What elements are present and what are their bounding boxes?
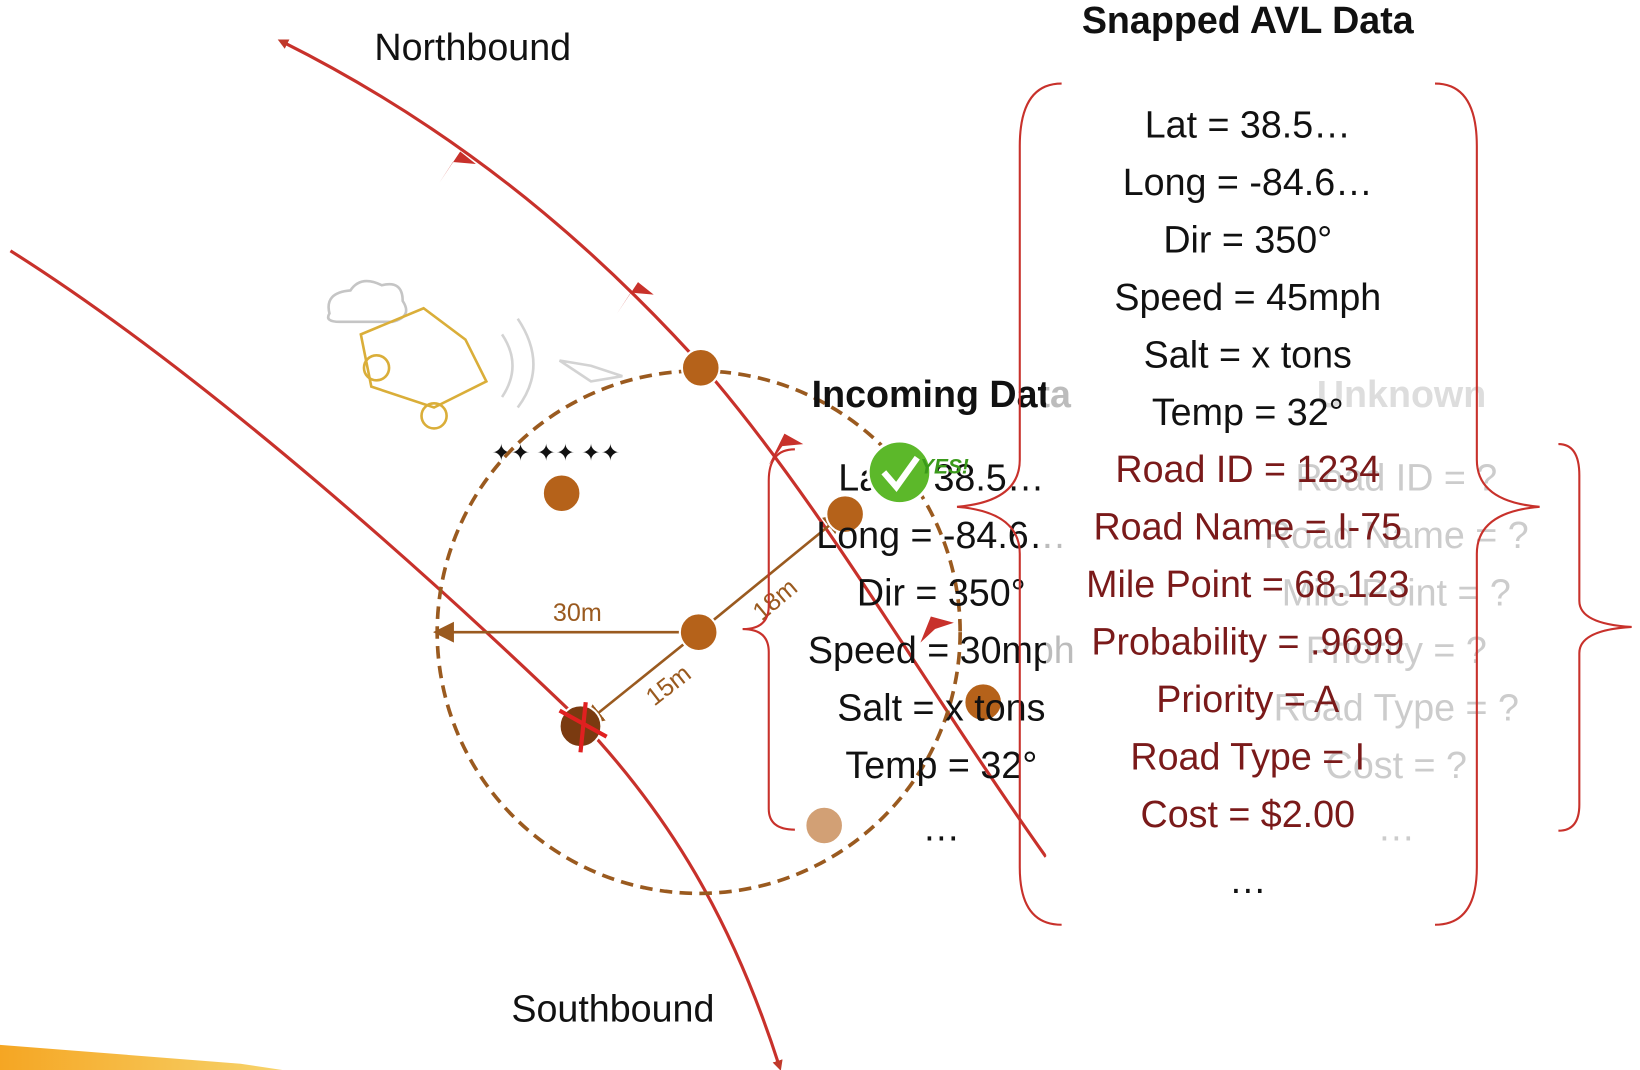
derived-line: Priority = A [1156, 678, 1340, 720]
direction-chevrons [439, 151, 954, 643]
data-line: … [1377, 807, 1415, 849]
data-line: Long = -84.6… [816, 514, 1066, 556]
data-line: Road Type = ? [1274, 686, 1519, 728]
distance-label: 18m [747, 573, 802, 626]
data-line: Long = -84.6… [1123, 161, 1373, 203]
unknown-data: Unknown Road ID = ? Road Name = ? Mile Poi… [1264, 373, 1529, 849]
incoming-data: Incoming Data Lat = 38.5…Long = -84.6…Di… [808, 373, 1075, 849]
rejected-mark [558, 701, 608, 753]
derived-line: Road Name = I-75 [1093, 506, 1402, 548]
data-line: Salt = x tons [837, 686, 1045, 728]
brace [1558, 443, 1632, 832]
derived-line: Mile Point = 68.123 [1086, 563, 1409, 605]
data-line: Dir = 350° [857, 572, 1026, 614]
snowplow-icon [326, 279, 623, 430]
data-line: Temp = 32° [1152, 391, 1344, 433]
data-line: Temp = 32° [845, 744, 1037, 786]
road-label: Southbound [511, 987, 714, 1029]
data-line: Priority = ? [1306, 629, 1487, 671]
data-line: Road Name = ? [1264, 514, 1529, 556]
fade-overlay [1045, 355, 1538, 878]
data-line: Speed = 45mph [1114, 276, 1381, 318]
southbound-road [9, 249, 783, 1070]
panel-title: Snapped AVL Data [1082, 0, 1415, 41]
data-line: Road ID = ? [1295, 457, 1497, 499]
badge-label: YES! [920, 456, 969, 479]
data-line: Speed = 30mph [808, 629, 1075, 671]
distance-label: 15m [641, 659, 697, 711]
salt-spray: ✦✦ ✦✦ ✦✦ [492, 440, 620, 466]
distance-label: 30m [553, 599, 602, 627]
data-line: … [923, 807, 961, 849]
brace [742, 448, 795, 831]
northbound-road [277, 39, 1048, 858]
panel-title: Incoming Data [812, 373, 1072, 415]
snapped-braces [956, 82, 1540, 926]
derived-line: Road Type = I [1130, 736, 1365, 778]
data-line: Mile Point = ? [1282, 572, 1511, 614]
panel-title: Unknown [1317, 373, 1486, 415]
data-line: Lat = 38.5… [1145, 103, 1351, 145]
data-line: Salt = x tons [1144, 333, 1352, 375]
derived-line: … [1229, 859, 1267, 901]
derived-line: Cost = $2.00 [1141, 793, 1356, 835]
snapped-data: Lat = 38.5… Long = -84.6… Dir = 350° Speed … [1086, 103, 1409, 900]
derived-line: Road ID = 1234 [1115, 448, 1380, 490]
accent-bar [0, 1044, 283, 1070]
road-label: Northbound [374, 26, 571, 68]
check-mark [881, 455, 920, 493]
data-line: Cost = ? [1326, 744, 1467, 786]
data-line: Dir = 350° [1163, 218, 1332, 260]
derived-line: Probability = .9699 [1091, 621, 1404, 663]
